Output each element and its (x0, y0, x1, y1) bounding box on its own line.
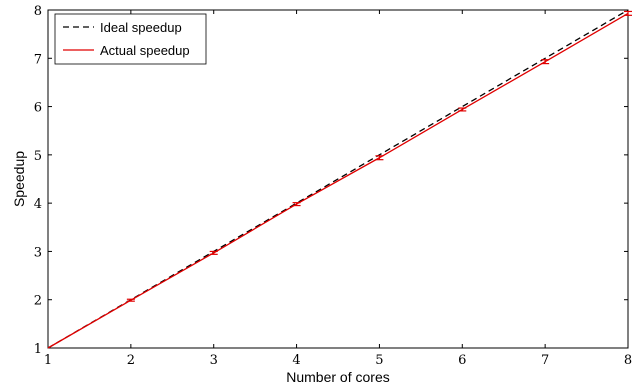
y-tick-label: 7 (34, 52, 42, 67)
y-tick-label: 8 (34, 4, 42, 19)
x-axis-title: Number of cores (286, 369, 389, 385)
legend-label-actual: Actual speedup (100, 43, 190, 58)
series-layer (47, 9, 632, 349)
y-tick-label: 5 (34, 149, 42, 164)
x-tick-label: 2 (127, 353, 135, 368)
series-line-1 (47, 12, 629, 349)
y-tick-label: 4 (34, 197, 42, 212)
plot-area: 1 2 3 4 5 6 7 8 1 2 3 4 5 6 7 8 (34, 4, 632, 368)
x-tick-label: 7 (541, 353, 549, 368)
y-tick-label: 1 (34, 342, 42, 357)
legend-box (54, 13, 207, 65)
legend: Ideal speedup Actual speedup (54, 13, 207, 65)
x-tick-label: 1 (44, 353, 52, 368)
legend-label-ideal: Ideal speedup (100, 20, 182, 35)
x-tick-label: 4 (292, 353, 300, 368)
y-tick-label: 6 (34, 101, 42, 116)
axis-ticks: 1 2 3 4 5 6 7 8 1 2 3 4 5 6 7 8 (34, 4, 632, 368)
y-tick-label: 3 (34, 245, 42, 260)
plot-frame (47, 9, 629, 349)
x-tick-label: 3 (210, 353, 218, 368)
x-tick-label: 8 (624, 353, 632, 368)
y-axis-title: Speedup (11, 151, 27, 207)
x-tick-label: 6 (458, 353, 466, 368)
x-tick-label: 5 (375, 353, 383, 368)
y-tick-label: 2 (34, 294, 42, 309)
